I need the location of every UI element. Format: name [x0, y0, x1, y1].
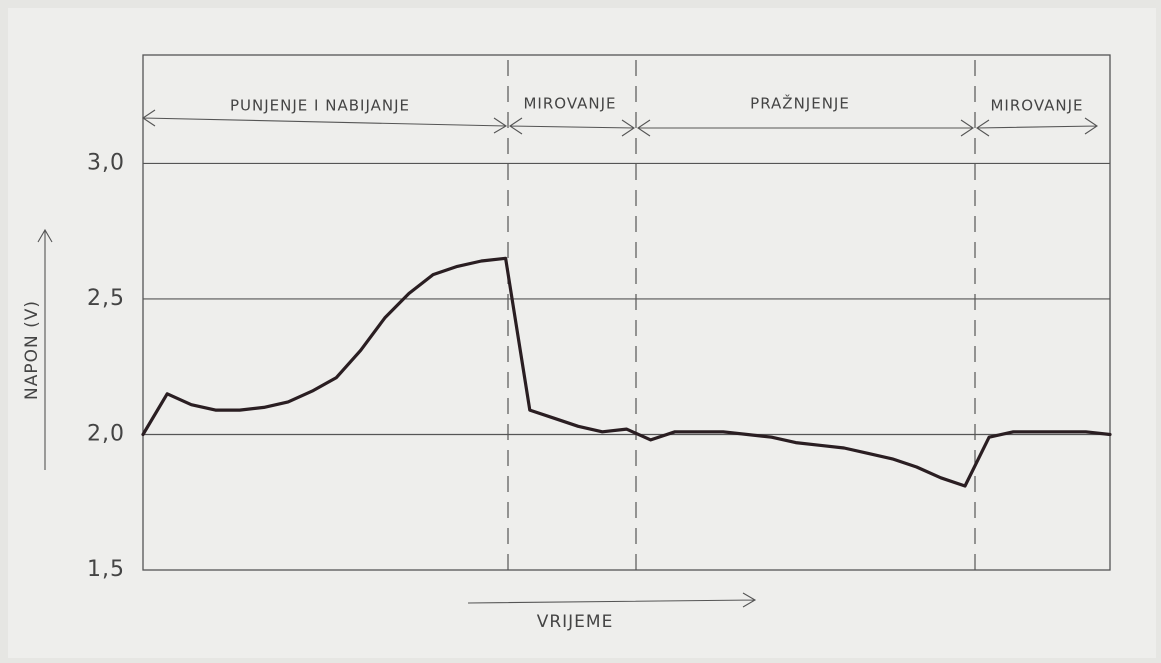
y-tick-label: 2,0: [87, 421, 125, 446]
y-tick-label: 1,5: [87, 557, 125, 582]
y-tick-label: 3,0: [87, 150, 125, 175]
phase-label: MIROVANJE: [523, 95, 616, 113]
phase-label: PUNJENJE I NABIJANJE: [230, 97, 410, 115]
x-axis-title: VRIJEME: [537, 612, 614, 632]
chart: PUNJENJE I NABIJANJE MIROVANJE PRAŽNJENJ…: [0, 0, 1161, 663]
y-axis-title: NAPON (V): [22, 300, 42, 400]
page: {"chart_data": { "type": "line", "x_labe…: [0, 0, 1161, 663]
phase-label: PRAŽNJENJE: [750, 94, 850, 113]
y-tick-label: 2,5: [87, 286, 125, 311]
phase-label: MIROVANJE: [990, 97, 1083, 115]
